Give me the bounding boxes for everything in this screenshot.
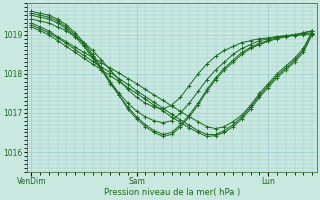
X-axis label: Pression niveau de la mer( hPa ): Pression niveau de la mer( hPa ) (104, 188, 240, 197)
